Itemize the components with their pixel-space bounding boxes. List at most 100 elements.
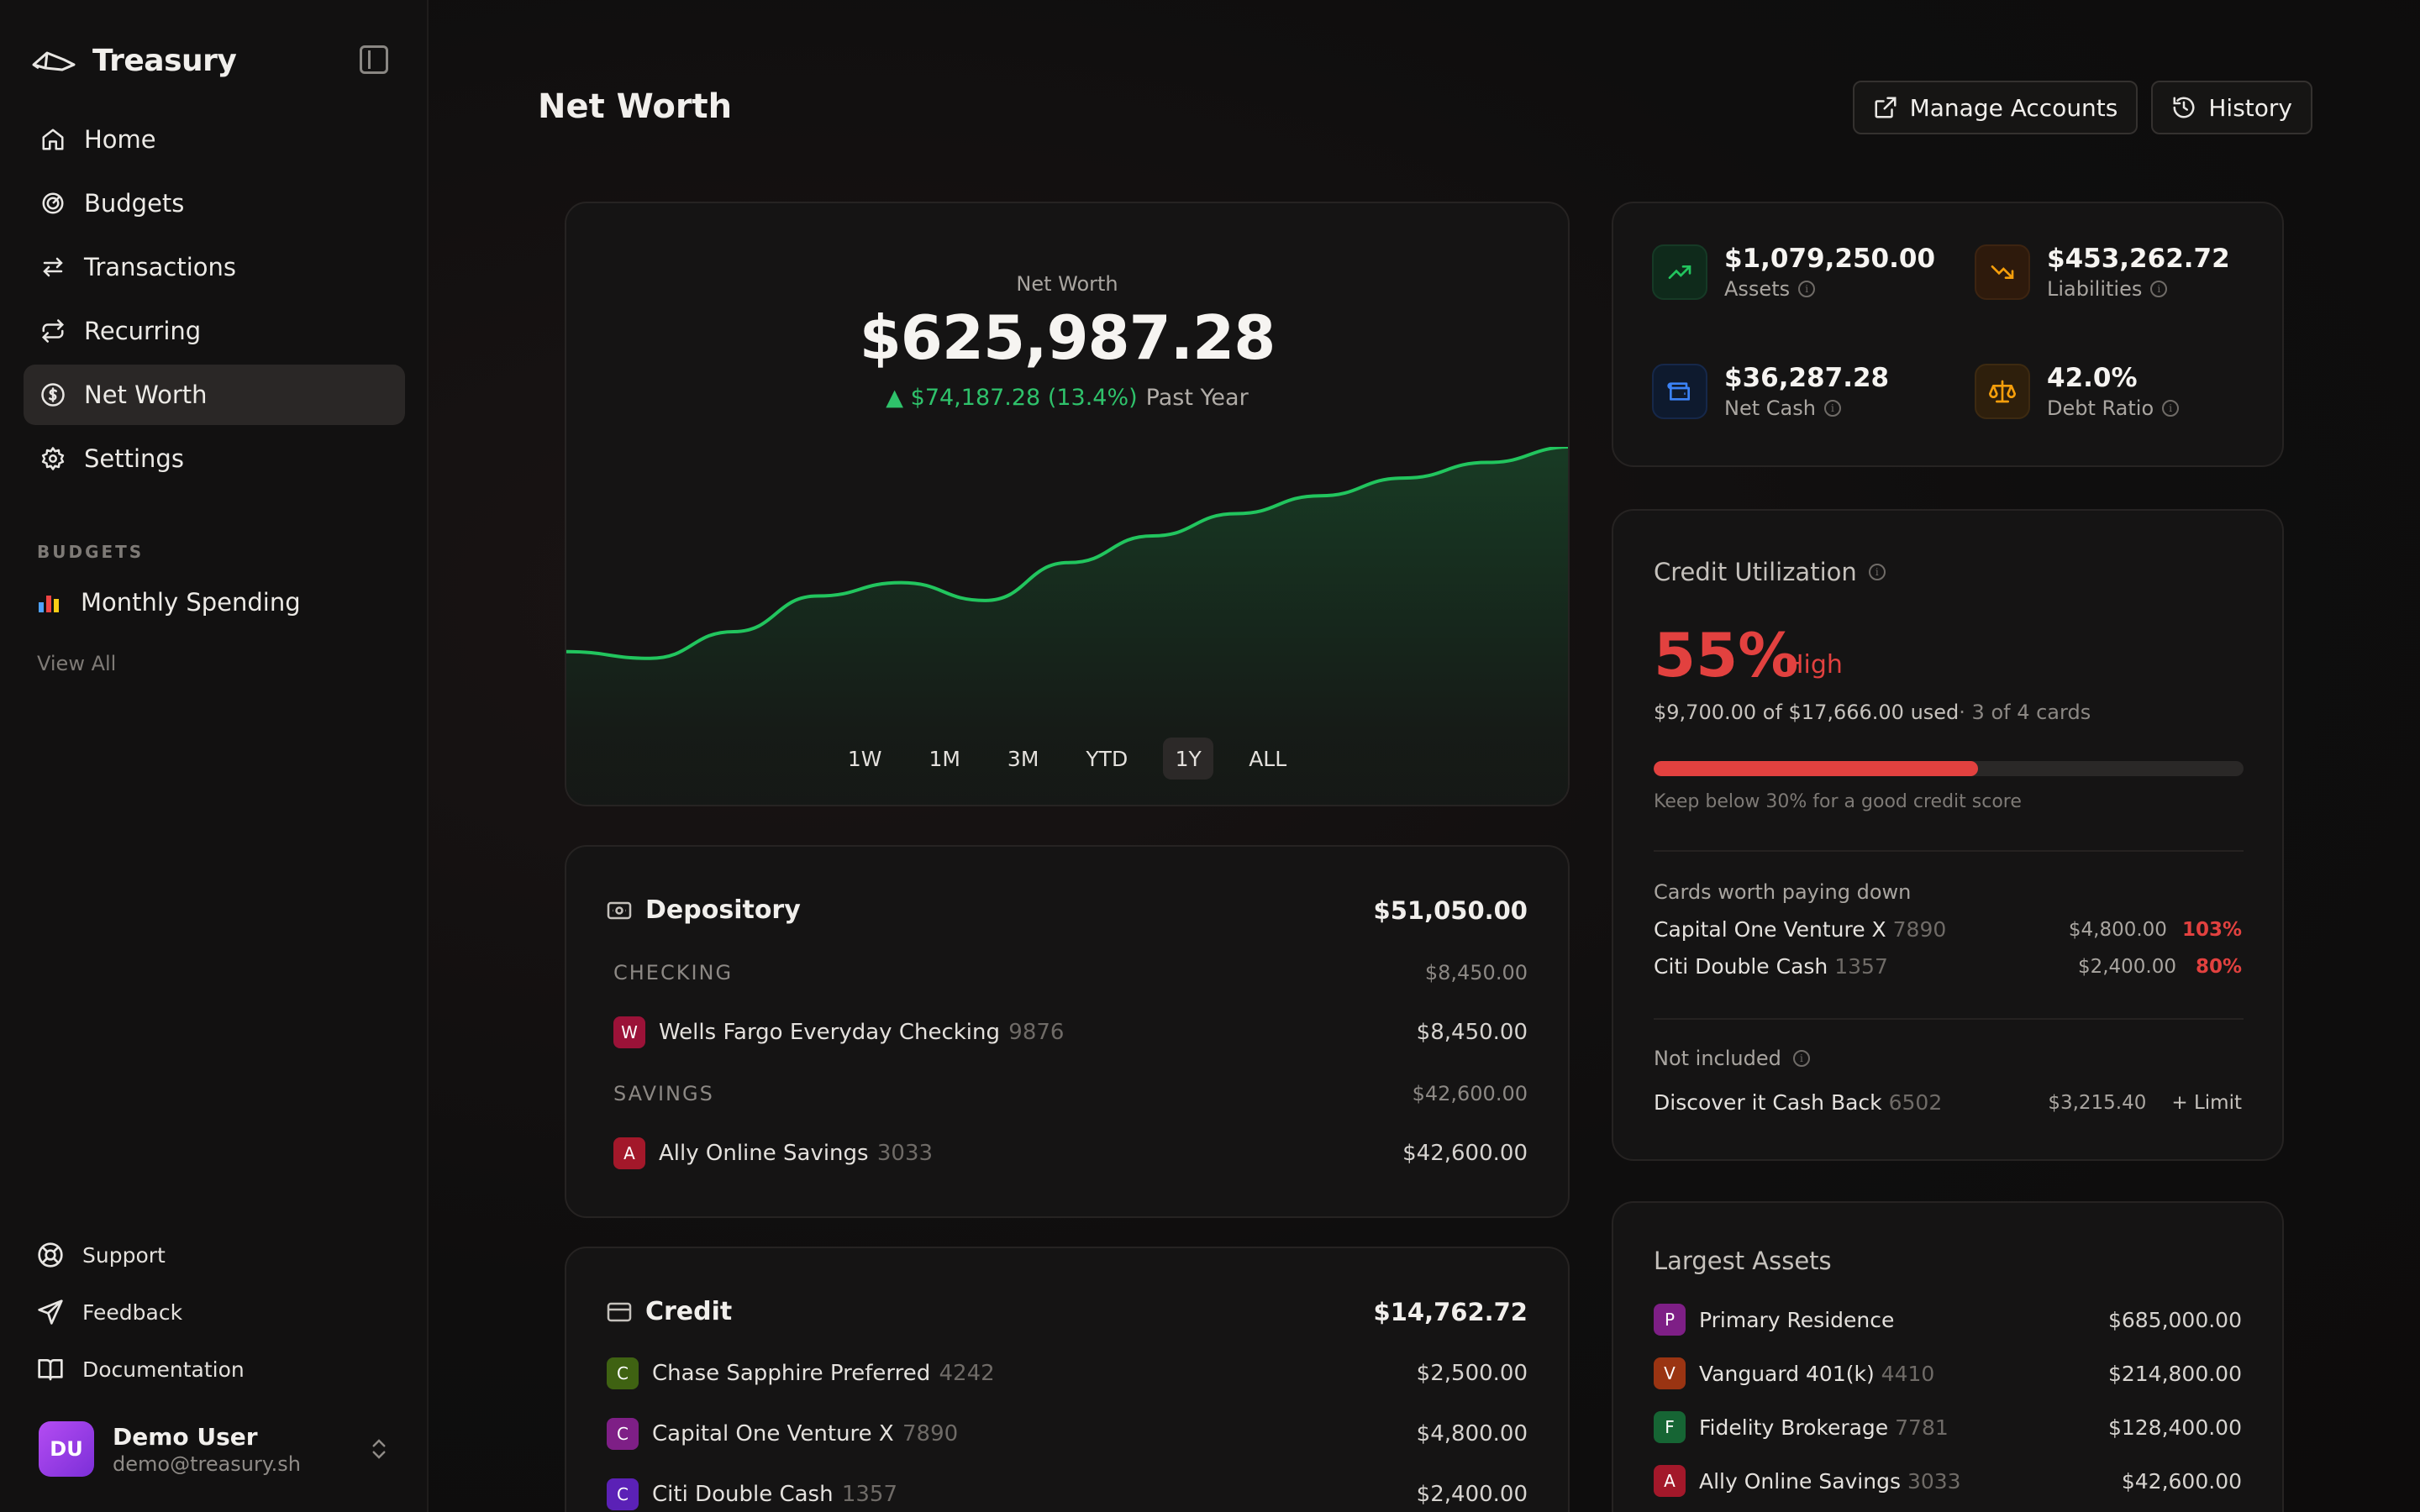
asset-name: Fidelity Brokerage — [1699, 1415, 1889, 1440]
stat-liabilities: $453,262.72 Liabilities i — [1975, 244, 2230, 301]
info-icon[interactable]: i — [1868, 564, 1886, 580]
nav-item-recurring[interactable]: Recurring — [24, 301, 405, 361]
not-included-title-text: Not included — [1654, 1047, 1781, 1070]
nav-item-transactions[interactable]: Transactions — [24, 237, 405, 297]
asset-badge: A — [1654, 1465, 1686, 1497]
nav-item-budgets[interactable]: Budgets — [24, 173, 405, 234]
liabilities-label: Liabilities — [2047, 277, 2143, 301]
net-worth-chart[interactable] — [566, 447, 1570, 806]
account-amount: $2,500.00 — [1416, 1361, 1528, 1386]
nav-item-settings[interactable]: Settings — [24, 428, 405, 489]
net-cash-value: $36,287.28 — [1724, 363, 1890, 393]
account-name: Capital One Venture X — [652, 1421, 894, 1446]
asset-name: Ally Online Savings — [1699, 1468, 1901, 1494]
savings-label: SAVINGS — [613, 1082, 714, 1105]
account-row[interactable]: A Ally Online Savings 3033 $42,600.00 — [613, 1137, 1528, 1169]
net-worth-change-amount: ▲ $74,187.28 (13.4%) — [886, 385, 1138, 411]
account-amount: $2,400.00 — [1416, 1482, 1528, 1507]
asset-row[interactable]: A Ally Online Savings 3033 $42,600.00 — [1654, 1465, 2242, 1497]
trending-down-icon — [1975, 244, 2030, 300]
account-row[interactable]: C Capital One Venture X 7890 $4,800.00 — [607, 1418, 1528, 1450]
net-worth-change-period: Past Year — [1145, 385, 1249, 411]
info-icon[interactable]: i — [1798, 281, 1816, 297]
view-all-link[interactable]: View All — [37, 652, 117, 675]
user-menu[interactable]: DU Demo User demo@treasury.sh — [39, 1420, 392, 1478]
assets-value: $1,079,250.00 — [1724, 244, 1936, 274]
depository-header[interactable]: Depository $51,050.00 — [607, 895, 1528, 925]
card-utilization: 103% — [2181, 918, 2242, 941]
card-balance: $2,400.00 — [2077, 955, 2176, 978]
documentation-link[interactable]: Documentation — [37, 1341, 398, 1398]
asset-row[interactable]: F Fidelity Brokerage 7781 $128,400.00 — [1654, 1411, 2242, 1443]
info-icon[interactable]: i — [2162, 400, 2180, 417]
card-name: Citi Double Cash — [1654, 954, 1828, 979]
net-worth-change: ▲ $74,187.28 (13.4%) Past Year — [566, 385, 1568, 411]
utilization-level: High — [1785, 650, 1843, 680]
asset-amount: $214,800.00 — [2107, 1361, 2242, 1386]
credit-total: $14,762.72 — [1373, 1297, 1528, 1326]
pay-down-row[interactable]: Citi Double Cash 1357 $2,400.00 80% — [1654, 954, 2242, 979]
pay-down-title: Cards worth paying down — [1654, 880, 1912, 904]
account-row[interactable]: C Chase Sapphire Preferred 4242 $2,500.0… — [607, 1357, 1528, 1389]
nav-label: Transactions — [84, 253, 237, 281]
manage-accounts-button[interactable]: Manage Accounts — [1852, 81, 2139, 134]
sidebar-toggle-icon[interactable] — [360, 45, 388, 74]
stat-assets: $1,079,250.00 Assets i — [1652, 244, 1935, 301]
card-balance: $3,215.40 — [2048, 1091, 2147, 1114]
range-1w[interactable]: 1W — [847, 746, 882, 771]
account-row[interactable]: C Citi Double Cash 1357 $2,400.00 — [607, 1478, 1528, 1510]
chevron-up-down-icon[interactable] — [366, 1435, 392, 1463]
institution-badge: C — [607, 1478, 639, 1510]
info-icon[interactable]: i — [1792, 1050, 1810, 1067]
info-icon[interactable]: i — [1823, 400, 1841, 417]
nav-item-home[interactable]: Home — [24, 109, 405, 170]
card-mask: 7890 — [1892, 917, 1947, 942]
gear-icon — [40, 446, 66, 471]
asset-badge: F — [1654, 1411, 1686, 1443]
not-included-title: Not included i — [1654, 1047, 1810, 1070]
credit-header[interactable]: Credit $14,762.72 — [607, 1297, 1528, 1326]
feedback-link[interactable]: Feedback — [37, 1284, 398, 1341]
asset-amount: $42,600.00 — [2121, 1468, 2242, 1494]
asset-row[interactable]: V Vanguard 401(k) 4410 $214,800.00 — [1654, 1357, 2242, 1389]
nav-label: Budgets — [84, 189, 185, 218]
utilization-title: Credit Utilization i — [1654, 558, 1886, 586]
feedback-label: Feedback — [82, 1299, 183, 1325]
account-amount: $42,600.00 — [1402, 1141, 1528, 1166]
scale-icon — [1975, 364, 2030, 419]
account-row[interactable]: W Wells Fargo Everyday Checking 9876 $8,… — [613, 1016, 1528, 1048]
support-link[interactable]: Support — [37, 1226, 398, 1284]
range-1m[interactable]: 1M — [929, 746, 960, 771]
asset-row[interactable]: P Primary Residence $685,000.00 — [1654, 1304, 2242, 1336]
history-button[interactable]: History — [2151, 81, 2312, 134]
card-mask: 6502 — [1888, 1090, 1943, 1115]
account-name: Ally Online Savings — [659, 1141, 869, 1166]
asset-mask: 7781 — [1895, 1415, 1949, 1440]
range-3m[interactable]: 3M — [1007, 746, 1039, 771]
range-1y[interactable]: 1Y — [1163, 738, 1214, 780]
user-name: Demo User — [113, 1422, 258, 1451]
account-mask: 1357 — [841, 1482, 898, 1507]
checking-group: CHECKING $8,450.00 — [613, 961, 1528, 984]
sidebar-footer-links: Support Feedback Documentation — [37, 1226, 398, 1398]
checking-total: $8,450.00 — [1424, 961, 1528, 984]
pay-down-row[interactable]: Capital One Venture X 7890 $4,800.00 103% — [1654, 917, 2242, 942]
sidebar: Treasury Home Budgets Transactions — [0, 0, 429, 1512]
send-icon — [38, 1299, 63, 1325]
dollar-circle-icon — [40, 382, 66, 407]
info-icon[interactable]: i — [2150, 281, 2168, 297]
add-limit-button[interactable]: + Limit — [2171, 1091, 2242, 1114]
budget-item-monthly-spending[interactable]: Monthly Spending — [37, 588, 301, 617]
brand[interactable]: Treasury — [30, 40, 237, 81]
range-all[interactable]: ALL — [1249, 746, 1287, 771]
range-ytd[interactable]: YTD — [1086, 746, 1128, 771]
asset-badge: P — [1654, 1304, 1686, 1336]
credit-card-icon — [607, 1302, 632, 1321]
budgets-section-label: BUDGETS — [37, 542, 145, 562]
asset-amount: $685,000.00 — [2107, 1307, 2242, 1332]
nav-item-net-worth[interactable]: Net Worth — [24, 365, 405, 425]
trending-up-icon — [1652, 244, 1707, 300]
main-nav: Home Budgets Transactions Recurring — [24, 109, 405, 492]
credit-card-section: Credit $14,762.72 C Chase Sapphire Prefe… — [565, 1247, 1570, 1512]
card-balance: $4,800.00 — [2068, 918, 2167, 941]
